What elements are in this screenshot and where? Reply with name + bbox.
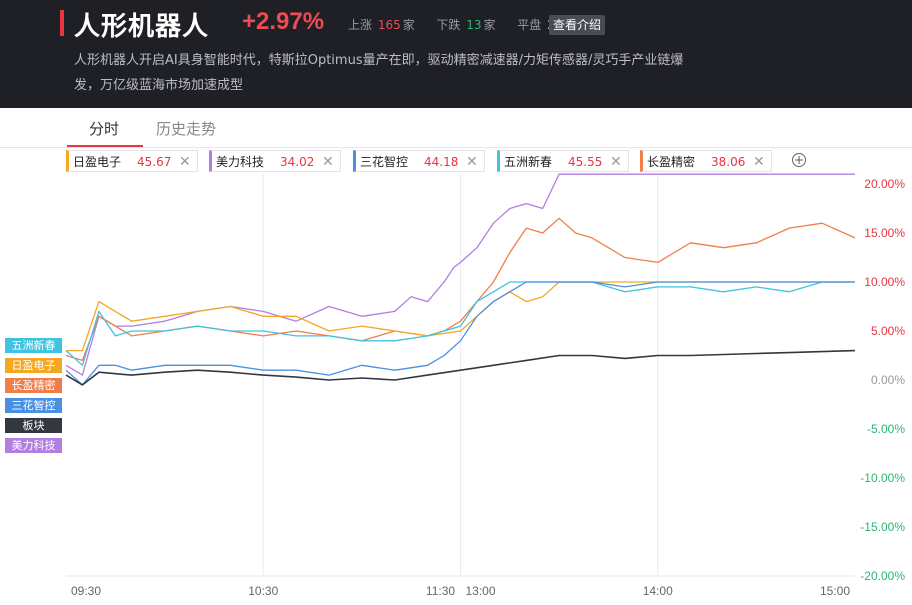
title-accent [60, 10, 64, 36]
chip-wzxc[interactable]: 五洲新春 45.55 ✕ [497, 150, 629, 172]
chip-value: 44.18 [424, 155, 459, 169]
change-percent: +2.97% [242, 8, 325, 35]
x-tick-label: 14:00 [643, 584, 673, 598]
close-icon[interactable]: ✕ [610, 154, 622, 170]
tag-sector: 板块 [5, 418, 62, 433]
chip-name: 美力科技 [216, 155, 265, 169]
chip-mlkj[interactable]: 美力科技 34.02 ✕ [209, 150, 341, 172]
series-line-日盈电子 [66, 281, 855, 352]
chip-value: 34.02 [280, 155, 315, 169]
chip-shzk[interactable]: 三花智控 44.18 ✕ [353, 150, 485, 172]
y-tick-label: -15.00% [860, 520, 905, 534]
tag-rysdz: 日盈电子 [5, 358, 62, 373]
chip-value: 45.67 [137, 155, 172, 169]
tag-shzk: 三花智控 [5, 398, 62, 413]
y-tick-label: 10.00% [864, 275, 905, 289]
sector-description: 人形机器人开启AI具身智能时代，特斯拉Optimus量产在即，驱动精密减速器/力… [74, 53, 684, 93]
x-tick-label: 09:30 [71, 584, 101, 598]
series-line-五洲新春 [65, 281, 855, 366]
y-tick-label: 20.00% [864, 177, 905, 191]
chip-name: 长盈精密 [647, 155, 696, 169]
chip-rysdz[interactable]: 日盈电子 45.67 ✕ [66, 150, 198, 172]
x-tick-label: 15:00 [820, 584, 850, 598]
y-tick-label: 5.00% [871, 324, 905, 338]
fall-count: 13 [466, 18, 482, 32]
chip-value: 38.06 [711, 155, 746, 169]
chip-name: 五洲新春 [504, 155, 553, 169]
tag-mlkj: 美力科技 [5, 438, 62, 453]
tag-cyjm: 长盈精密 [5, 378, 62, 393]
close-icon[interactable]: ✕ [322, 154, 334, 170]
chip-value: 45.55 [568, 155, 603, 169]
series-line-三花智控 [65, 281, 855, 386]
chart-card: 分时 历史走势 [0, 108, 912, 605]
close-icon[interactable]: ✕ [466, 154, 478, 170]
add-stock-icon[interactable]: + [792, 153, 806, 167]
fall-unit: 家 [483, 18, 496, 32]
close-icon[interactable]: ✕ [179, 154, 191, 170]
y-tick-label: -10.00% [860, 471, 905, 485]
y-tick-label: 0.00% [871, 373, 905, 387]
tab-history[interactable]: 历史走势 [156, 120, 217, 138]
y-tick-label: -5.00% [867, 422, 905, 436]
fall-label: 下跌 [436, 18, 461, 32]
view-intro-button[interactable]: 查看介绍 [549, 15, 606, 35]
x-tick-label: 13:00 [465, 584, 495, 598]
x-tick-label: 11:30 [426, 584, 455, 598]
x-tick-label: 10:30 [248, 584, 278, 598]
y-tick-label: 15.00% [864, 226, 905, 240]
series-line-板块 [65, 349, 856, 386]
tab-intraday[interactable]: 分时 [89, 120, 120, 138]
tabs-divider [0, 147, 912, 148]
close-icon[interactable]: ✕ [753, 154, 765, 170]
rise-count: 165 [377, 18, 401, 32]
active-tab-indicator [67, 145, 143, 147]
rise-unit: 家 [402, 18, 415, 32]
rise-label: 上涨 [348, 18, 373, 32]
chip-cyjm[interactable]: 长盈精密 38.06 ✕ [640, 150, 772, 172]
y-tick-label: -20.00% [860, 569, 905, 583]
chip-name: 三花智控 [360, 155, 409, 169]
flat-label: 平盘 [517, 18, 542, 32]
tag-wzxc: 五洲新春 [5, 338, 62, 353]
chip-name: 日盈电子 [73, 155, 122, 169]
page-title: 人形机器人 [74, 12, 210, 42]
series-line-美力科技 [65, 173, 855, 376]
chart-tabs: 分时 历史走势 [0, 108, 912, 148]
